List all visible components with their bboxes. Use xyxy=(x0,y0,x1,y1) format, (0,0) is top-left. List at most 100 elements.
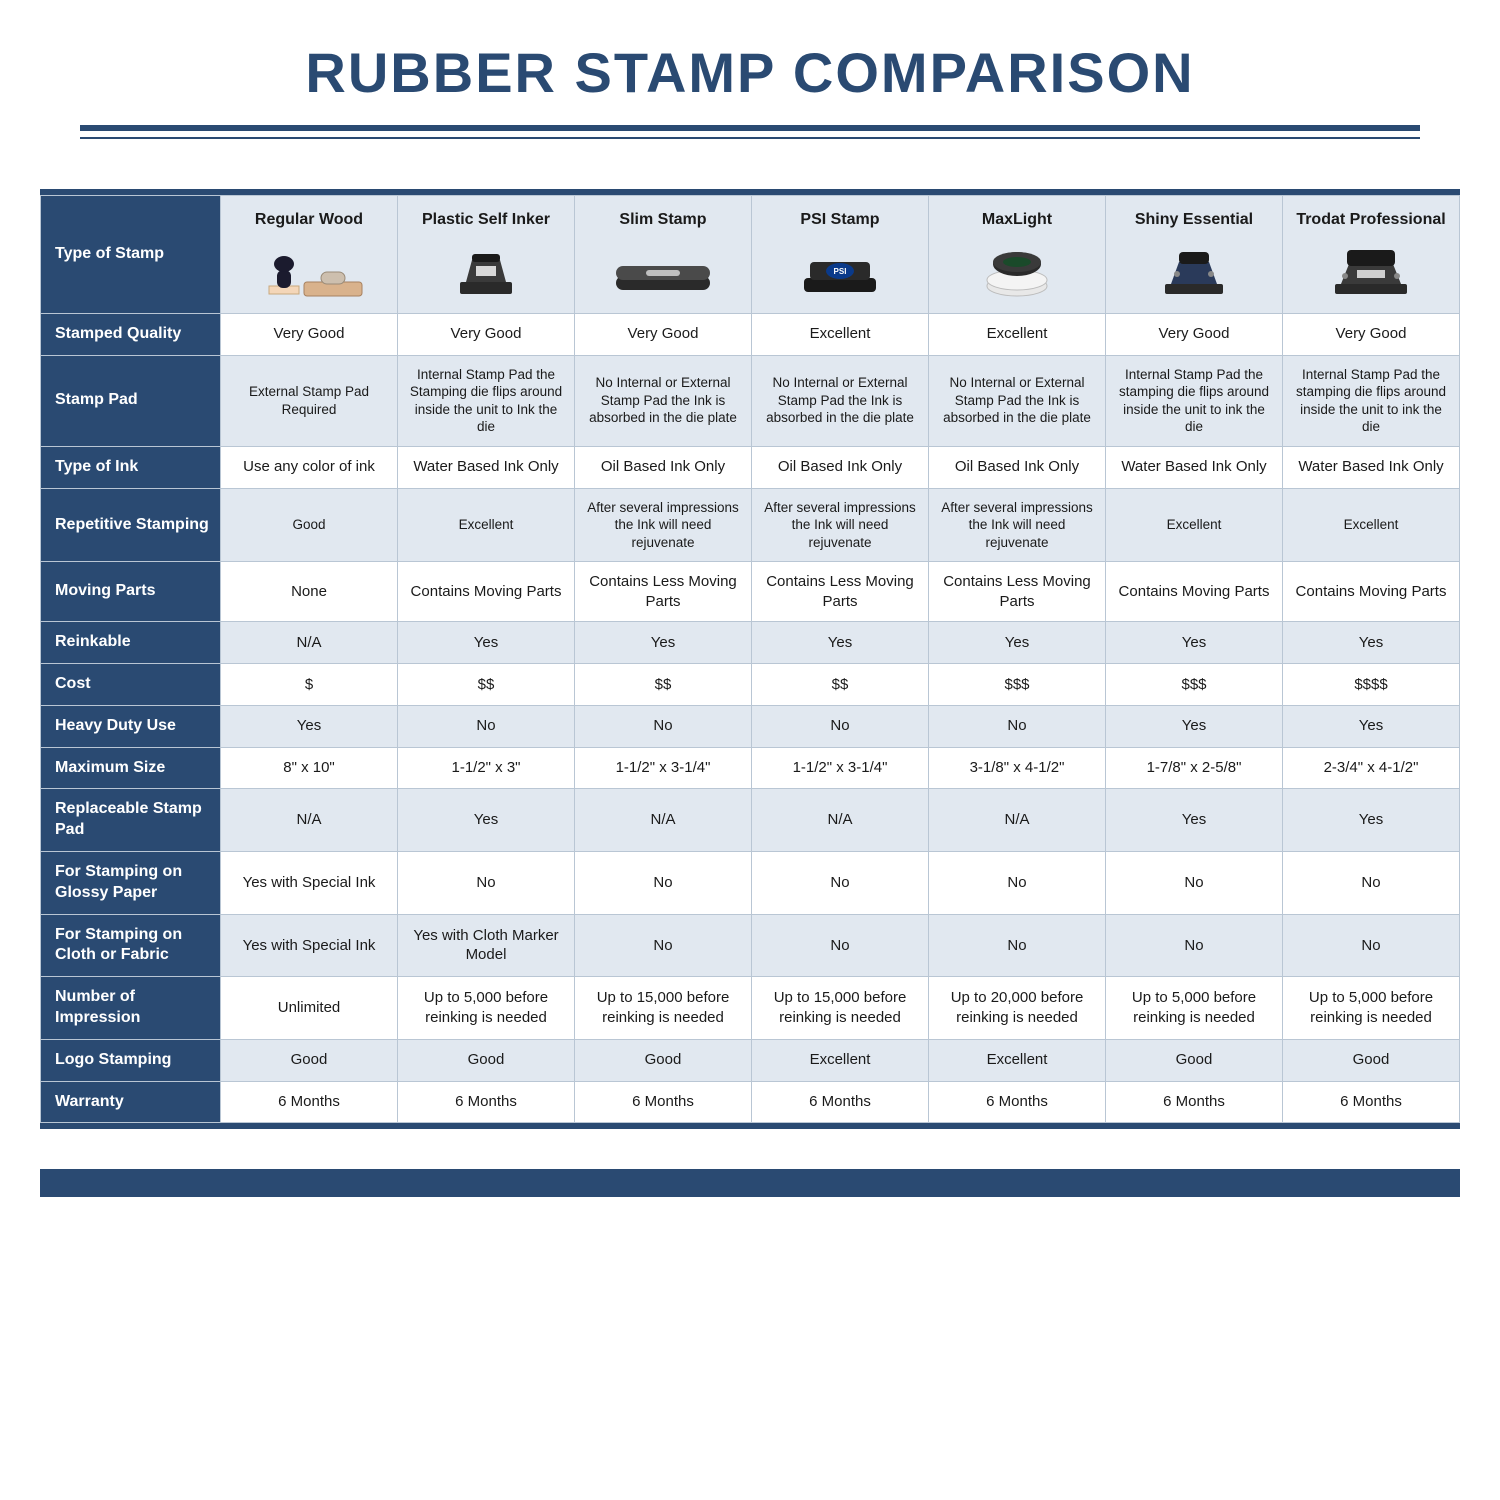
cell: Yes xyxy=(398,789,575,852)
table-head: Type of Stamp Regular Wood xyxy=(41,196,1460,314)
cell: No xyxy=(1106,914,1283,977)
cell: $$$ xyxy=(929,664,1106,706)
psi-stamp-icon: PSI xyxy=(758,237,922,307)
plastic-self-inker-icon xyxy=(404,237,568,307)
cell: Up to 20,000 before reinking is needed xyxy=(929,977,1106,1040)
cell: Good xyxy=(221,1039,398,1081)
row-head: Stamped Quality xyxy=(41,313,221,355)
cell: 1-1/2" x 3-1/4" xyxy=(752,747,929,789)
trodat-professional-icon xyxy=(1289,237,1453,307)
cell: Contains Less Moving Parts xyxy=(929,562,1106,622)
cell: Yes xyxy=(1283,705,1460,747)
cell: No xyxy=(1283,852,1460,915)
cell: Excellent xyxy=(929,313,1106,355)
cell: Excellent xyxy=(752,1039,929,1081)
table-row: Cost$$$$$$$$$$$$$$$$$ xyxy=(41,664,1460,706)
cell: 6 Months xyxy=(398,1081,575,1123)
row-head: Replaceable Stamp Pad xyxy=(41,789,221,852)
title-rule-thin xyxy=(80,137,1420,139)
col-head-plastic-self-inker: Plastic Self Inker xyxy=(398,196,575,314)
cell: No xyxy=(929,852,1106,915)
cell: 3-1/8" x 4-1/2" xyxy=(929,747,1106,789)
row-head: Logo Stamping xyxy=(41,1039,221,1081)
cell: Up to 5,000 before reinking is needed xyxy=(1106,977,1283,1040)
cell: No xyxy=(398,705,575,747)
cell: Water Based Ink Only xyxy=(1283,446,1460,488)
cell: Contains Less Moving Parts xyxy=(752,562,929,622)
cell: No xyxy=(575,852,752,915)
header-row: Type of Stamp Regular Wood xyxy=(41,196,1460,314)
cell: 6 Months xyxy=(1283,1081,1460,1123)
cell: Water Based Ink Only xyxy=(398,446,575,488)
cell: Contains Less Moving Parts xyxy=(575,562,752,622)
col-head-slim-stamp: Slim Stamp xyxy=(575,196,752,314)
cell: $$ xyxy=(752,664,929,706)
table-row: Warranty6 Months6 Months6 Months6 Months… xyxy=(41,1081,1460,1123)
cell: Very Good xyxy=(1106,313,1283,355)
cell: Use any color of ink xyxy=(221,446,398,488)
row-head: For Stamping on Cloth or Fabric xyxy=(41,914,221,977)
table-row: Maximum Size8" x 10"1-1/2" x 3" 1-1/2" x … xyxy=(41,747,1460,789)
table-row: ReinkableN/AYesYesYesYesYesYes xyxy=(41,622,1460,664)
cell: N/A xyxy=(575,789,752,852)
cell: 1-7/8" x 2-5/8" xyxy=(1106,747,1283,789)
comparison-table: Type of Stamp Regular Wood xyxy=(40,195,1460,1123)
cell: 8" x 10" xyxy=(221,747,398,789)
cell: No xyxy=(575,914,752,977)
cell: 1-1/2" x 3" xyxy=(398,747,575,789)
cell: Yes xyxy=(1283,622,1460,664)
cell: No Internal or External Stamp Pad the In… xyxy=(575,355,752,446)
cell: Oil Based Ink Only xyxy=(752,446,929,488)
col-label: MaxLight xyxy=(982,210,1052,231)
cell: No Internal or External Stamp Pad the In… xyxy=(929,355,1106,446)
cell: No xyxy=(752,914,929,977)
col-label: PSI Stamp xyxy=(800,210,879,231)
cell: No xyxy=(1106,852,1283,915)
col-label: Plastic Self Inker xyxy=(422,210,550,231)
cell: N/A xyxy=(221,622,398,664)
table-row: Type of InkUse any color of inkWater Bas… xyxy=(41,446,1460,488)
cell: Internal Stamp Pad the stamping die flip… xyxy=(1106,355,1283,446)
cell: Yes xyxy=(929,622,1106,664)
cell: No xyxy=(929,705,1106,747)
col-head-psi-stamp: PSI Stamp PSI xyxy=(752,196,929,314)
cell: Yes xyxy=(1106,789,1283,852)
cell: Good xyxy=(1283,1039,1460,1081)
cell: Good xyxy=(398,1039,575,1081)
table-row: Logo StampingGoodGoodGoodExcellentExcell… xyxy=(41,1039,1460,1081)
table-row: Stamped QualityVery GoodVery GoodVery Go… xyxy=(41,313,1460,355)
cell: Up to 15,000 before reinking is needed xyxy=(575,977,752,1040)
page: RUBBER STAMP COMPARISON Type of Stamp Re… xyxy=(0,0,1500,1227)
cell: Very Good xyxy=(575,313,752,355)
row-head: For Stamping on Glossy Paper xyxy=(41,852,221,915)
title-wrap: RUBBER STAMP COMPARISON xyxy=(0,0,1500,115)
table-row: Replaceable Stamp PadN/AYesN/AN/AN/AYesY… xyxy=(41,789,1460,852)
cell: $$$ xyxy=(1106,664,1283,706)
cell: 6 Months xyxy=(752,1081,929,1123)
cell: No xyxy=(752,705,929,747)
cell: Excellent xyxy=(1283,488,1460,562)
cell: Very Good xyxy=(221,313,398,355)
row-head: Maximum Size xyxy=(41,747,221,789)
cell: Very Good xyxy=(398,313,575,355)
cell: Yes with Cloth Marker Model xyxy=(398,914,575,977)
page-title: RUBBER STAMP COMPARISON xyxy=(0,40,1500,105)
table-row: Stamp PadExternal Stamp Pad RequiredInte… xyxy=(41,355,1460,446)
cell: Yes xyxy=(1106,622,1283,664)
cell: Water Based Ink Only xyxy=(1106,446,1283,488)
cell: Yes xyxy=(1283,789,1460,852)
cell: 6 Months xyxy=(221,1081,398,1123)
shiny-essential-icon xyxy=(1112,237,1276,307)
cell: Excellent xyxy=(752,313,929,355)
table-row: For Stamping on Cloth or Fabric Yes with … xyxy=(41,914,1460,977)
cell: None xyxy=(221,562,398,622)
table-row: Repetitive StampingGoodExcellentAfter se… xyxy=(41,488,1460,562)
cell: 6 Months xyxy=(575,1081,752,1123)
corner-cell: Type of Stamp xyxy=(41,196,221,314)
col-head-maxlight: MaxLight xyxy=(929,196,1106,314)
cell: $ xyxy=(221,664,398,706)
col-label: Shiny Essential xyxy=(1135,210,1253,231)
row-head: Repetitive Stamping xyxy=(41,488,221,562)
cell: $$$$ xyxy=(1283,664,1460,706)
table-row: Number of ImpressionUnlimitedUp to 5,000… xyxy=(41,977,1460,1040)
